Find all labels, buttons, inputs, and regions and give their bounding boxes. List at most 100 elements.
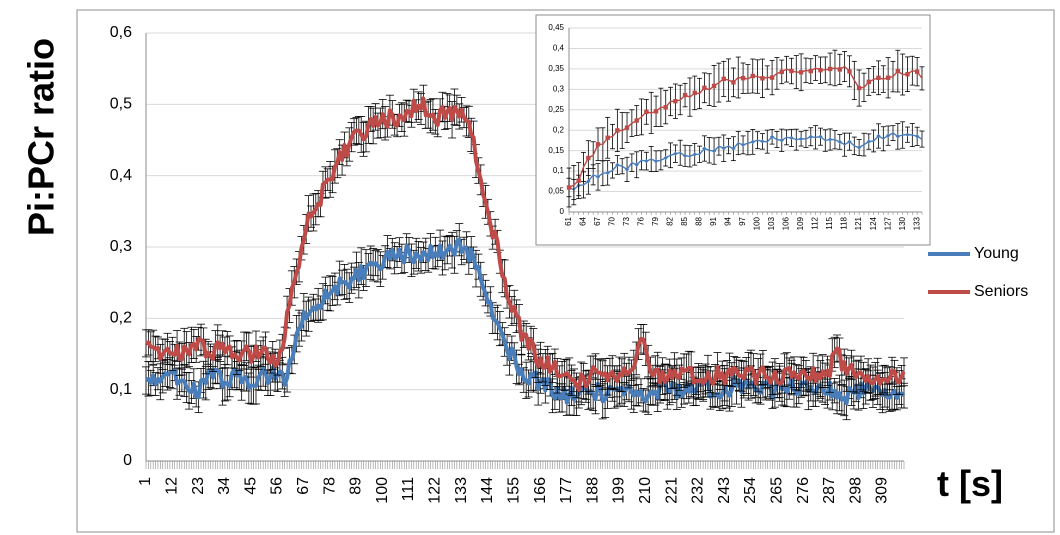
data-point xyxy=(808,68,813,74)
data-point xyxy=(740,76,746,81)
data-point xyxy=(847,139,852,144)
data-point xyxy=(818,134,823,139)
x-tick-label: 155 xyxy=(505,477,522,504)
data-point xyxy=(837,67,842,72)
data-point xyxy=(847,69,852,74)
x-tick-label: 76 xyxy=(637,216,646,225)
x-tick-label: 67 xyxy=(295,477,312,495)
y-tick-label: 0,05 xyxy=(548,187,564,196)
x-tick-label: 199 xyxy=(611,477,628,504)
data-point xyxy=(595,174,601,180)
data-point xyxy=(808,134,813,139)
x-tick-label: 23 xyxy=(190,477,207,495)
data-point xyxy=(837,139,842,145)
y-tick-label: 0,35 xyxy=(548,64,564,73)
data-point xyxy=(721,76,726,82)
x-axis-title: t [s] xyxy=(937,463,1003,504)
data-point xyxy=(866,139,872,144)
data-point xyxy=(692,90,697,96)
x-tick-label: 133 xyxy=(453,477,470,504)
data-point xyxy=(682,153,688,158)
data-point xyxy=(856,145,862,150)
x-tick-label: 210 xyxy=(637,477,654,504)
data-point xyxy=(682,92,688,98)
data-point xyxy=(885,75,891,80)
data-point xyxy=(711,148,717,154)
x-tick-label: 309 xyxy=(874,477,891,504)
x-tick-label: 100 xyxy=(374,477,391,504)
y-axis-title-container: Pi:PCr ratio xyxy=(21,38,62,236)
x-tick-label: 111 xyxy=(400,477,417,501)
y-tick-label: 0,3 xyxy=(553,84,565,93)
x-tick-label: 133 xyxy=(912,216,921,230)
y-tick-label: 0,4 xyxy=(110,167,132,184)
x-tick-label: 70 xyxy=(608,216,617,225)
data-point xyxy=(914,69,920,74)
x-tick-label: 1 xyxy=(137,477,154,486)
x-tick-label: 64 xyxy=(579,216,588,225)
x-tick-label: 124 xyxy=(869,216,878,230)
y-tick-label: 0,6 xyxy=(110,24,132,41)
x-tick-label: 276 xyxy=(795,477,812,504)
x-tick-label: 144 xyxy=(479,477,496,504)
data-point xyxy=(760,139,765,144)
data-point xyxy=(856,85,862,91)
y-tick-label: 0 xyxy=(560,207,565,216)
y-tick-label: 0,1 xyxy=(110,381,132,398)
x-tick-label: 254 xyxy=(742,477,759,504)
data-point xyxy=(827,137,833,142)
data-point xyxy=(779,69,784,75)
data-point xyxy=(914,134,920,139)
x-tick-label: 45 xyxy=(242,477,259,495)
data-point xyxy=(644,109,649,115)
data-point xyxy=(644,158,649,164)
x-tick-label: 78 xyxy=(321,477,338,495)
data-point xyxy=(624,167,630,172)
data-point xyxy=(673,151,678,156)
y-tick-label: 0,3 xyxy=(110,238,132,255)
x-tick-label: 85 xyxy=(680,216,689,225)
x-tick-label: 188 xyxy=(584,477,601,504)
data-point xyxy=(576,178,581,183)
data-point xyxy=(885,133,891,138)
x-tick-label: 100 xyxy=(753,216,762,230)
data-point xyxy=(760,76,765,81)
data-point xyxy=(615,128,620,133)
y-axis-title: Pi:PCr ratio xyxy=(21,38,62,236)
data-point xyxy=(876,75,881,80)
x-tick-label: 91 xyxy=(709,216,718,225)
x-tick-label: 97 xyxy=(738,216,747,225)
y-tick-label: 0,45 xyxy=(548,23,564,32)
x-tick-label: 34 xyxy=(216,477,233,495)
data-point xyxy=(895,68,901,74)
y-tick-label: 0,1 xyxy=(553,166,565,175)
x-tick-label: 287 xyxy=(821,477,838,504)
x-tick-label: 221 xyxy=(663,477,680,504)
data-point xyxy=(566,185,572,190)
data-point xyxy=(605,135,610,140)
x-tick-label: 12 xyxy=(164,477,181,495)
y-tick-label: 0,2 xyxy=(110,310,132,327)
inset-plot-area: 0 0,05 0,1 0,15 0,2 0,25 0,3 0,35 0,4 0,45 61 64 67 7… xyxy=(535,14,931,246)
x-tick-label: 232 xyxy=(690,477,707,504)
data-point xyxy=(663,155,668,161)
y-tick-label: 0,15 xyxy=(548,146,564,155)
legend-label-seniors: Seniors xyxy=(974,283,1028,300)
data-point xyxy=(769,134,775,139)
data-point xyxy=(779,138,784,143)
data-point xyxy=(789,68,794,74)
data-point xyxy=(740,142,746,148)
y-tick-label: 0,25 xyxy=(548,105,564,114)
data-point xyxy=(702,146,707,151)
x-tick-label: 88 xyxy=(695,216,704,225)
data-point xyxy=(818,68,823,73)
data-point xyxy=(634,118,639,123)
data-point xyxy=(769,75,775,80)
y-tick-label: 0,4 xyxy=(553,44,565,53)
x-tick-label: 115 xyxy=(825,216,834,229)
x-tick-label: 82 xyxy=(666,216,675,225)
legend-label-young: Young xyxy=(974,245,1019,262)
data-point xyxy=(731,80,736,85)
x-tick-label: 103 xyxy=(767,216,776,230)
